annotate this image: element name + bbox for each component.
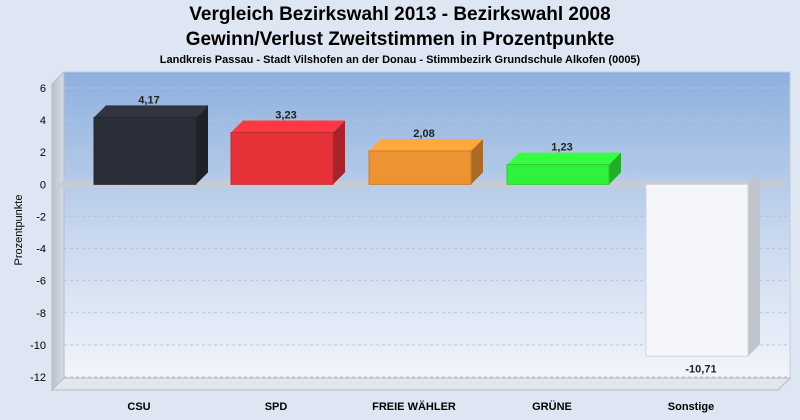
y-tick-label: 6 [40,83,46,95]
bar-side [471,138,483,185]
bar-front [368,150,472,185]
bar[interactable] [93,105,208,185]
plot-side-wall [51,70,65,392]
bar-value-label: 3,23 [275,109,296,121]
bar-top [369,138,483,151]
bar-side [333,120,345,185]
bar-front [230,131,334,185]
bar-value-label: -10,71 [685,363,716,375]
bar[interactable] [368,138,483,185]
y-tick-label: -10 [30,340,46,352]
chart-title: Vergleich Bezirkswahl 2013 - Bezirkswahl… [189,4,611,25]
bar-top [94,105,208,118]
bar-value-label: 4,17 [138,94,159,106]
x-category-label: FREIE WÄHLER [372,400,456,413]
bar-top [231,120,345,133]
y-tick-label: -2 [36,211,46,223]
bar-front [93,116,197,185]
bar-side [196,105,208,185]
y-tick-label: -4 [36,244,46,256]
bar-side [609,152,621,185]
plot-floor [50,377,792,391]
y-axis-label: Prozentpunkte [13,195,25,266]
bar-top [507,152,621,165]
bar-side [748,172,760,357]
bar-value-label: 2,08 [413,128,434,140]
x-category-label: SPD [265,401,288,413]
bar-front [506,164,610,185]
bar-front [645,183,749,357]
y-tick-label: -6 [36,276,46,288]
y-tick-label: -8 [36,308,46,320]
bar[interactable] [506,152,621,185]
chart-subtitle: Gewinn/Verlust Zweitstimmen in Prozentpu… [185,29,615,50]
y-tick-label: 2 [40,147,46,159]
bar[interactable] [230,120,345,185]
y-tick-label: 4 [40,115,46,127]
x-category-label: GRÜNE [532,400,572,413]
x-category-label: Sonstige [668,401,714,413]
bar[interactable] [645,172,760,357]
x-category-label: CSU [127,401,150,413]
chart-subtitle-location: Landkreis Passau - Stadt Vilshofen an de… [159,54,641,66]
y-tick-label: -12 [30,372,46,384]
bar-value-label: 1,23 [551,142,572,154]
y-tick-label: 0 [40,179,46,191]
